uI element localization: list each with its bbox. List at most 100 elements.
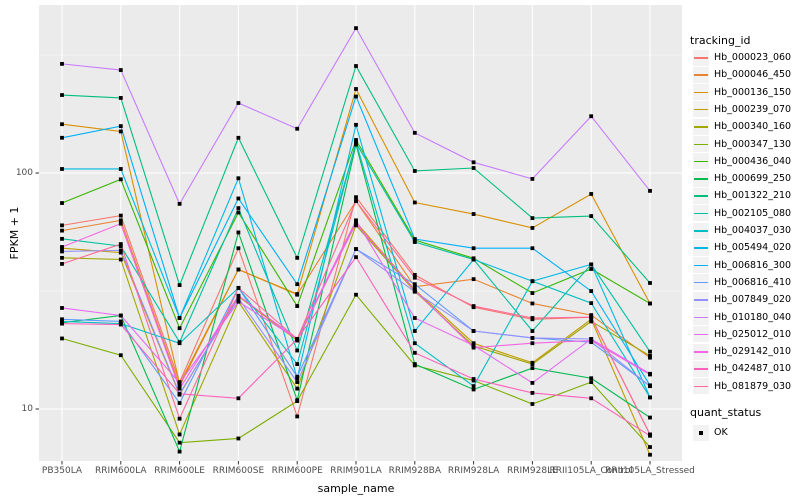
data-point-marker (118, 353, 123, 358)
data-point-marker (236, 196, 241, 201)
data-point-marker (177, 341, 182, 346)
data-point-marker (295, 362, 300, 366)
data-point-marker (354, 221, 358, 226)
data-point-marker (589, 338, 594, 343)
legend-key-line-icon (693, 291, 709, 308)
legend-item: Hb_000136_150 (693, 84, 791, 101)
data-point-marker (589, 301, 594, 306)
data-point-marker (530, 381, 535, 385)
data-point-marker (236, 206, 241, 211)
data-point-marker (118, 124, 123, 129)
data-point-marker (177, 316, 182, 320)
data-point-marker (118, 68, 123, 72)
data-point-marker (295, 398, 300, 403)
legend-key-line-icon (693, 49, 709, 66)
x-tick-label: RRIM928LA (447, 466, 500, 476)
data-point-marker (589, 214, 594, 218)
legend-item: Hb_004037_030 (693, 222, 791, 239)
legend-key-line-icon (693, 170, 709, 187)
data-point-marker (118, 221, 123, 226)
data-point-marker (60, 236, 64, 241)
x-tick-label: RRIM600LE (154, 466, 205, 476)
legend-key-line-icon (693, 309, 709, 325)
data-point-marker (530, 402, 535, 406)
legend-item: Hb_007849_020 (693, 291, 791, 308)
data-point-marker (236, 101, 241, 105)
legend-key-line-icon (693, 274, 709, 291)
y-tick-label: 100 (15, 168, 33, 178)
legend-key-line-icon (693, 84, 709, 101)
data-point-marker (412, 237, 417, 241)
data-point-marker (60, 261, 64, 266)
x-tick-label: RRIM600PE (271, 466, 323, 476)
legend-item: Hb_029142_010 (693, 343, 791, 360)
data-point-marker (471, 377, 476, 381)
data-point-marker (354, 26, 358, 31)
legend-item: Hb_000340_160 (693, 118, 791, 135)
legend-key-line-icon (693, 378, 709, 395)
data-point-marker (471, 160, 476, 165)
data-point-marker (412, 169, 417, 173)
legend-item-label: Hb_025012_010 (714, 328, 792, 340)
legend-key-line-icon (693, 257, 709, 274)
data-point-marker (530, 246, 535, 251)
data-point-marker (589, 380, 594, 385)
data-point-marker (60, 245, 64, 249)
x-tick-label: RRII105LA_Stressed (605, 466, 695, 476)
data-point-marker (412, 341, 417, 346)
data-point-marker (60, 255, 64, 260)
data-point-marker (295, 292, 300, 296)
data-point-marker (648, 415, 652, 420)
data-point-marker (354, 87, 358, 91)
legend-item-label: Hb_000699_250 (714, 173, 792, 185)
data-point-marker (177, 440, 182, 445)
legend-key-line-icon (693, 360, 709, 377)
data-point-marker (471, 345, 476, 350)
data-point-marker (177, 401, 182, 405)
data-point-marker (177, 381, 182, 385)
data-point-marker (60, 135, 64, 140)
data-point-marker (354, 292, 358, 297)
legend-item-label: Hb_029142_010 (714, 346, 792, 358)
legend-key-line-icon (693, 118, 709, 135)
legend-item: Hb_002105_080 (693, 205, 791, 222)
data-point-marker (295, 414, 300, 419)
data-point-marker (236, 436, 241, 441)
data-point-marker (354, 138, 358, 142)
data-point-marker (60, 223, 64, 228)
legend-item: Hb_042487_010 (693, 360, 791, 377)
data-point-marker (412, 284, 417, 289)
legend-item-label: Hb_010180_040 (714, 311, 792, 323)
data-point-marker (648, 432, 652, 437)
data-point-marker (118, 218, 123, 223)
x-axis-title: sample_name (317, 482, 395, 495)
data-point-marker (471, 387, 476, 392)
data-point-marker (236, 299, 241, 304)
data-point-marker (589, 376, 594, 381)
data-point-marker (118, 167, 123, 171)
legend-item: Hb_006816_300 (693, 257, 791, 274)
data-point-marker (118, 96, 123, 100)
data-point-marker (648, 445, 652, 449)
legend-key-line-icon (693, 343, 709, 360)
data-point-marker (412, 350, 417, 355)
data-point-marker (354, 218, 358, 223)
data-point-marker (530, 362, 535, 366)
data-point-marker (530, 177, 535, 181)
data-point-marker (648, 353, 652, 358)
data-point-marker (412, 288, 417, 293)
data-point-marker (60, 319, 64, 324)
data-point-marker (236, 396, 241, 401)
x-tick-label: PB350LA (41, 466, 83, 476)
x-tick-label: RRIM600LA (95, 466, 147, 476)
legend-key-line-icon (693, 187, 709, 204)
data-point-marker (412, 362, 417, 366)
data-point-marker (530, 316, 535, 320)
data-point-marker (177, 283, 182, 287)
legend-item-label: Hb_042487_010 (714, 363, 792, 375)
legend-key-line-icon (693, 326, 709, 343)
data-point-marker (648, 384, 652, 389)
data-point-marker (177, 201, 182, 206)
data-point-marker (60, 61, 64, 66)
